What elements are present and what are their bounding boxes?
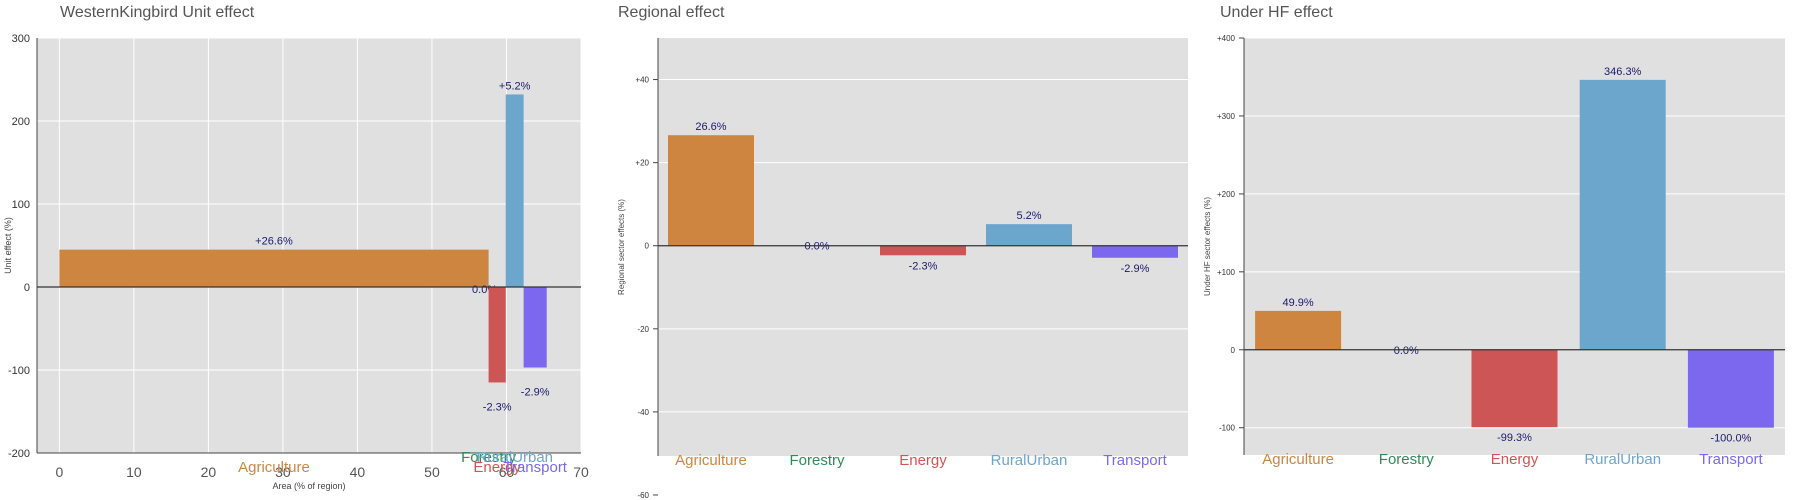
y-tick-label: 0 (24, 282, 30, 294)
data-label: 0.0% (804, 241, 829, 253)
bar-transport (1092, 245, 1178, 258)
y-tick-label: 300 (12, 33, 30, 45)
y-tick-label: +400 (1217, 34, 1236, 43)
y-tick-label: -60 (637, 491, 649, 500)
y-axis-title: Unit effect (%) (3, 217, 13, 274)
x-tick-label: 40 (350, 464, 366, 480)
regional-effect-chart: -60 -40 -20 0 +20 +40 26.6% Agriculture 0.0% Fore… (617, 38, 1188, 500)
y-tick-label: +20 (635, 159, 649, 168)
data-label: 0.0% (1394, 345, 1419, 357)
x-axis-title: Area (% of region) (272, 481, 345, 491)
y-tick-label: 0 (645, 242, 650, 251)
data-label: +26.6% (255, 236, 293, 248)
data-label: -100.0% (1710, 433, 1751, 445)
y-tick-label: +100 (1217, 268, 1236, 277)
category-label: Agriculture (675, 452, 747, 469)
y-tick-label: +200 (1217, 190, 1236, 199)
under-hf-effect-panel: Under HF effect -100 0 +100 +200 +300 +400 49.… (1200, 0, 1800, 500)
category-label: Forestry (1379, 451, 1435, 468)
x-tick-label: 10 (126, 464, 142, 480)
regional-effect-panel: Regional effect -60 -40 -20 0 +20 +40 26.6% Agr… (600, 0, 1200, 500)
x-tick-label: 30 (275, 464, 291, 480)
unit-effect-chart: -200 -100 0 100 200 300 0 10 20 30 40 50 60 70 +26.6% A… (3, 33, 589, 491)
category-label: Agriculture (1262, 451, 1334, 468)
chart-title: Regional effect (618, 4, 725, 21)
y-tick-label: -20 (637, 325, 649, 334)
category-label: Energy (1491, 451, 1539, 468)
category-label: RuralUrban (476, 449, 553, 466)
data-label: -99.3% (1497, 432, 1532, 444)
category-label: Forestry (789, 452, 845, 469)
data-label: 346.3% (1604, 66, 1642, 78)
chart-title: WesternKingbird Unit effect (60, 4, 255, 21)
y-tick-label: 200 (12, 116, 30, 128)
bar-transport (523, 287, 547, 368)
bar-agriculture (668, 135, 754, 246)
data-label: -2.3% (909, 260, 938, 272)
chart-title: Under HF effect (1220, 4, 1333, 21)
y-axis-title: Regional sector effects (%) (617, 199, 626, 295)
category-label: Transport (1699, 451, 1763, 468)
category-label: Transport (1103, 452, 1167, 469)
x-tick-label: 20 (201, 464, 217, 480)
y-tick-label: -200 (8, 448, 30, 460)
data-label: 5.2% (1016, 210, 1041, 222)
y-tick-label: +300 (1217, 112, 1236, 121)
category-label: RuralUrban (1584, 451, 1661, 468)
x-tick-label: 60 (499, 464, 515, 480)
bar-energy (488, 287, 506, 383)
category-label: Energy (473, 459, 521, 476)
category-label: RuralUrban (991, 452, 1068, 469)
x-tick-label: 70 (573, 464, 589, 480)
data-label: -2.9% (1121, 263, 1150, 275)
data-label: 49.9% (1282, 297, 1313, 309)
category-label: Energy (899, 452, 947, 469)
plot-background (37, 38, 581, 453)
bar-energy (1471, 349, 1558, 428)
y-tick-label: -100 (1219, 424, 1236, 433)
under-hf-effect-chart: -100 0 +100 +200 +300 +400 49.9% Agriculture 0.0… (1203, 34, 1785, 468)
y-tick-label: 0 (1231, 346, 1236, 355)
x-tick-label: 50 (424, 464, 440, 480)
unit-effect-panel: WesternKingbird Unit effect -200 -100 0 100… (0, 0, 600, 500)
bar-transport (1687, 349, 1774, 428)
y-tick-label: -40 (637, 408, 649, 417)
bar-energy (880, 245, 966, 256)
category-label: Transport (503, 459, 567, 476)
y-tick-label: +40 (635, 76, 649, 85)
data-label: 26.6% (695, 121, 726, 133)
category-label: Agriculture (238, 459, 310, 476)
y-tick-label: 100 (12, 199, 30, 211)
bar-agriculture (1255, 310, 1342, 350)
bar-agriculture (59, 249, 489, 287)
x-tick-label: 0 (55, 464, 63, 480)
bar-ruralurban (505, 94, 524, 287)
y-tick-label: -100 (8, 365, 30, 377)
data-label: +5.2% (499, 80, 531, 92)
y-axis-title: Under HF sector effects (%) (1203, 197, 1212, 296)
category-label: Forestry (461, 449, 517, 466)
data-label: -2.3% (483, 401, 512, 413)
bar-ruralurban (986, 224, 1072, 246)
data-label: -2.9% (521, 387, 550, 399)
bar-ruralurban (1579, 79, 1666, 350)
